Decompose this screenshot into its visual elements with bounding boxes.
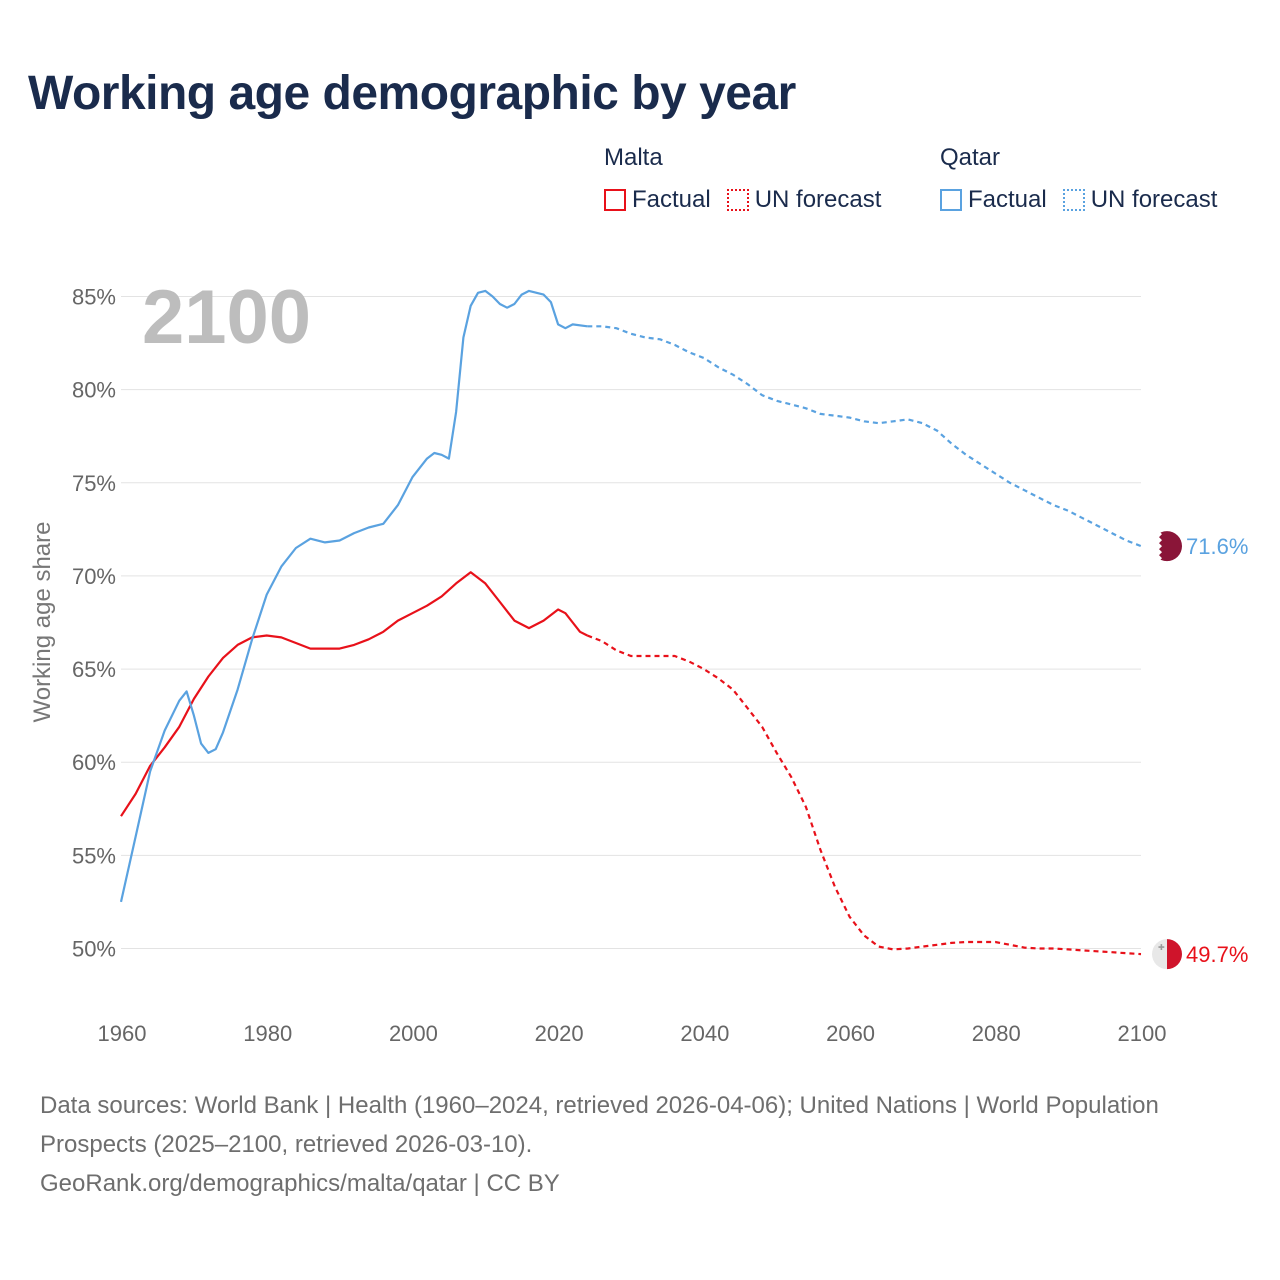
x-tick-label-1980: 1980: [243, 1021, 292, 1046]
x-tick-label-2100: 2100: [1118, 1021, 1167, 1046]
legend-malta-name: Malta: [604, 144, 663, 171]
y-tick-label-85: 85%: [72, 285, 116, 310]
footer-credit[interactable]: GeoRank.org/demographics/malta/qatar | C…: [40, 1170, 560, 1197]
legend-qatar-forecast[interactable]: UN forecast: [1062, 186, 1218, 214]
legend-group-malta: Malta Factual UN forecast: [604, 144, 881, 214]
malta-flag-icon: ✚: [1152, 939, 1182, 970]
series-qatar-forecast: [587, 325, 1142, 548]
end-markers: ✚ 49.7% 71.6%: [1152, 531, 1248, 970]
x-tick-label-1960: 1960: [98, 1021, 147, 1046]
chart-title: Working age demographic by year: [28, 67, 796, 120]
y-tick-label-75: 75%: [72, 471, 116, 496]
y-tick-label-55: 55%: [72, 843, 116, 868]
legend-qatar-forecast-swatch: [1062, 189, 1085, 211]
y-axis-label: Working age share: [29, 522, 56, 723]
legend-malta-forecast-swatch: [726, 189, 749, 211]
legend-malta-forecast-label: UN forecast: [754, 186, 882, 213]
y-tick-label-50: 50%: [72, 937, 116, 962]
legend-qatar-factual-label: Factual: [968, 186, 1047, 213]
y-tick-label-60: 60%: [72, 750, 116, 775]
x-axis-ticks: 1960 1980 2000 2020 2040 2060 2080 2100: [98, 1021, 1167, 1046]
series-malta-factual: [120, 571, 588, 817]
legend-malta-factual[interactable]: Factual: [604, 186, 711, 214]
x-tick-label-2080: 2080: [972, 1021, 1021, 1046]
year-overlay: 2100: [142, 275, 311, 360]
legend-qatar-forecast-label: UN forecast: [1090, 186, 1218, 213]
legend-malta-factual-label: Factual: [632, 186, 711, 213]
footer: Data sources: World Bank | Health (1960–…: [40, 1086, 1220, 1203]
y-tick-label-80: 80%: [72, 378, 116, 403]
qatar-flag-icon: [1152, 531, 1182, 562]
grid-lines: [121, 296, 1141, 949]
x-tick-label-2020: 2020: [535, 1021, 584, 1046]
series-qatar-factual: [119, 289, 588, 903]
x-tick-label-2000: 2000: [389, 1021, 438, 1046]
x-tick-label-2040: 2040: [680, 1021, 729, 1046]
series-malta-forecast: [586, 634, 1142, 956]
svg-text:✚: ✚: [1158, 943, 1165, 952]
legend-qatar-name: Qatar: [940, 144, 1001, 171]
legend-malta-forecast[interactable]: UN forecast: [726, 186, 882, 214]
legend-malta-factual-swatch: [604, 189, 626, 211]
series-lines: [119, 289, 1142, 956]
qatar-end-label: 71.6%: [1186, 534, 1248, 559]
y-axis-ticks: 50% 55% 60% 65% 70% 75% 80% 85%: [72, 285, 116, 962]
footer-sources: Data sources: World Bank | Health (1960–…: [40, 1092, 1159, 1158]
legend-group-qatar: Qatar Factual UN forecast: [940, 144, 1217, 214]
legend-qatar-factual-swatch: [940, 189, 962, 211]
x-tick-label-2060: 2060: [826, 1021, 875, 1046]
malta-end-label: 49.7%: [1186, 942, 1248, 967]
y-tick-label-65: 65%: [72, 657, 116, 682]
y-tick-label-70: 70%: [72, 564, 116, 589]
legend-qatar-factual[interactable]: Factual: [940, 186, 1047, 214]
